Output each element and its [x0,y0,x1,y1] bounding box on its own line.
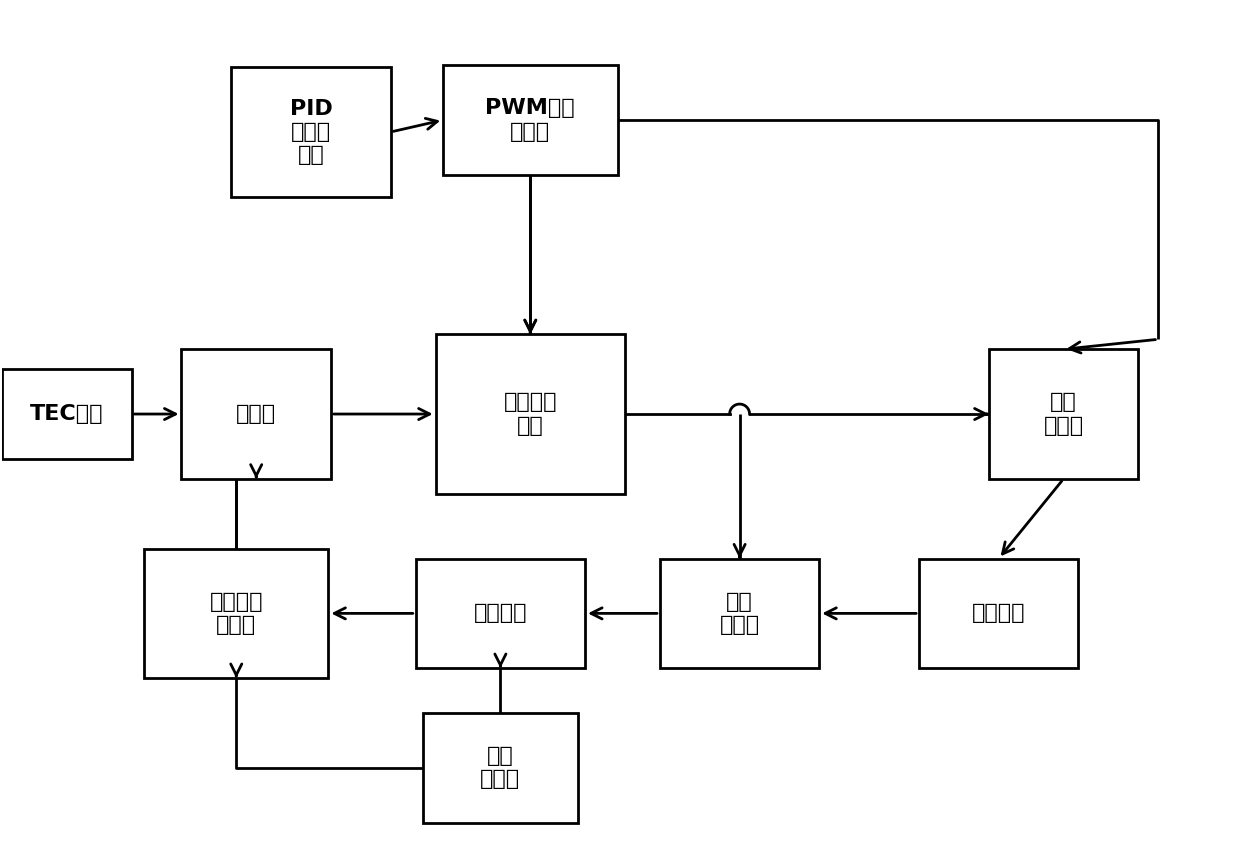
Bar [435,335,625,494]
Bar [415,559,585,668]
Text: 信号
选择器: 信号 选择器 [719,592,760,635]
Bar [181,349,331,479]
Text: 光电
探测器: 光电 探测器 [1044,392,1084,436]
Bar [232,67,391,197]
Text: PID
温度控
制器: PID 温度控 制器 [290,98,332,166]
Text: 信号处理: 信号处理 [474,604,527,623]
Text: TEC温控: TEC温控 [30,404,104,424]
Bar [2,369,131,459]
Bar [443,65,618,175]
Text: PWM脉冲
发生器: PWM脉冲 发生器 [486,98,575,142]
Text: 核磁共振
陀螺: 核磁共振 陀螺 [503,392,557,436]
Text: 激光器: 激光器 [236,404,277,424]
Bar [144,548,329,678]
Text: 激光驱动
恒流源: 激光驱动 恒流源 [210,592,263,635]
Text: 滤波放大: 滤波放大 [972,604,1025,623]
Text: 信号
发生器: 信号 发生器 [480,746,521,790]
Bar [919,559,1079,668]
Bar [988,349,1138,479]
Bar [423,713,578,823]
Bar [660,559,820,668]
